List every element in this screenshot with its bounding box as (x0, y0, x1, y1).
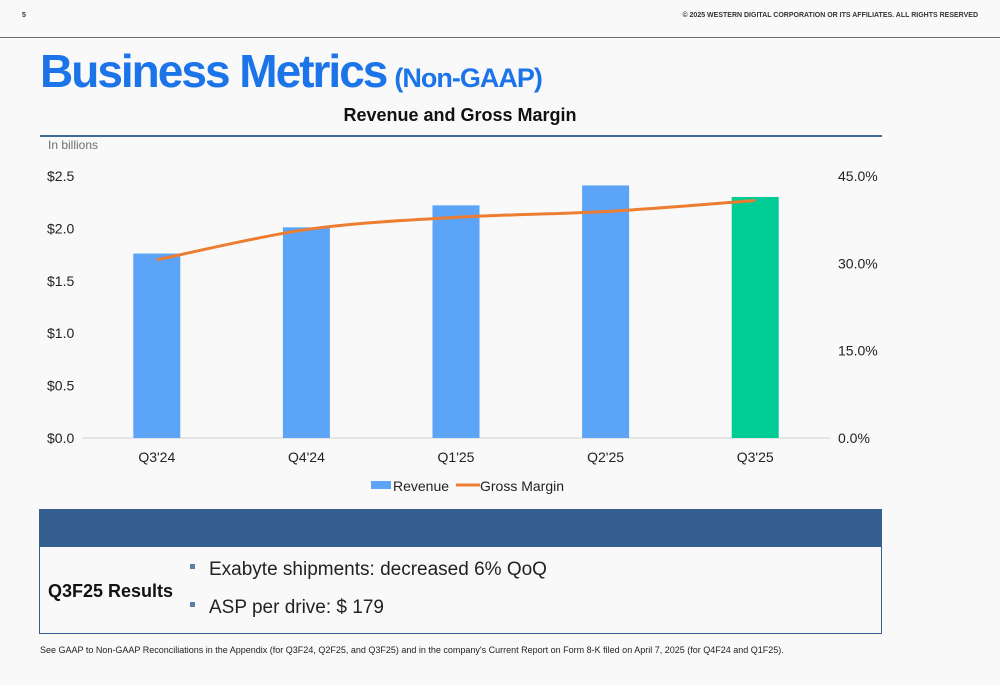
bullet-square-icon (190, 602, 195, 608)
y-left-tick-label: $2.0 (47, 220, 74, 236)
y-left-tick-label: $1.0 (47, 325, 74, 341)
y-left-tick-label: $0.0 (47, 430, 74, 446)
x-tick-label: Q2'25 (587, 449, 624, 465)
revenue-bar (731, 196, 779, 438)
results-box: Q3F25 Results Exabyte shipments: decreas… (39, 547, 882, 634)
page-number: 5 (22, 12, 26, 19)
top-rule (0, 37, 1000, 38)
legend-gross-margin-label: Gross Margin (480, 478, 564, 494)
results-bullet-2: ASP per drive: $ 179 (190, 597, 384, 619)
results-label: Q3F25 Results (48, 581, 174, 601)
slide-title-main: Business Metrics (40, 45, 388, 97)
x-tick-label: Q3'24 (138, 449, 175, 465)
y-right-tick-label: 30.0% (838, 255, 878, 271)
y-left-tick-label: $0.5 (47, 378, 74, 394)
y-left-tick-label: $2.5 (47, 168, 74, 184)
chart-title-rule (40, 135, 882, 137)
y-left-tick-label: $1.5 (47, 273, 74, 289)
chart-title: Revenue and Gross Margin (343, 105, 577, 125)
y-right-tick-label: 45.0% (838, 168, 878, 184)
revenue-bar (282, 227, 330, 438)
legend-revenue-swatch (371, 481, 391, 489)
slide-title-sub: (Non-GAAP) (394, 63, 542, 93)
gross-margin-line (156, 198, 756, 262)
units-note: In billions (48, 138, 99, 152)
y-right-tick-label: 0.0% (838, 430, 870, 446)
results-bullet-1-text: Exabyte shipments: decreased 6% QoQ (209, 559, 547, 580)
x-tick-label: Q4'24 (288, 449, 325, 465)
results-bullet-1: Exabyte shipments: decreased 6% QoQ (190, 559, 547, 581)
x-tick-label: Q3'25 (737, 449, 774, 465)
y-right-tick-label: 15.0% (838, 343, 878, 359)
legend-revenue-label: Revenue (393, 478, 449, 494)
revenue-bar (582, 185, 630, 438)
revenue-bar (432, 205, 480, 438)
bullet-square-icon (190, 564, 195, 570)
footnote: See GAAP to Non-GAAP Reconciliations in … (40, 645, 784, 655)
x-tick-label: Q1'25 (438, 449, 475, 465)
slide-title: Business Metrics (Non-GAAP) (40, 44, 543, 98)
results-bullet-2-text: ASP per drive: $ 179 (209, 597, 384, 618)
results-header-bar (39, 509, 882, 547)
copyright-notice: © 2025 WESTERN DIGITAL CORPORATION OR IT… (682, 12, 978, 19)
revenue-bar (133, 253, 181, 438)
